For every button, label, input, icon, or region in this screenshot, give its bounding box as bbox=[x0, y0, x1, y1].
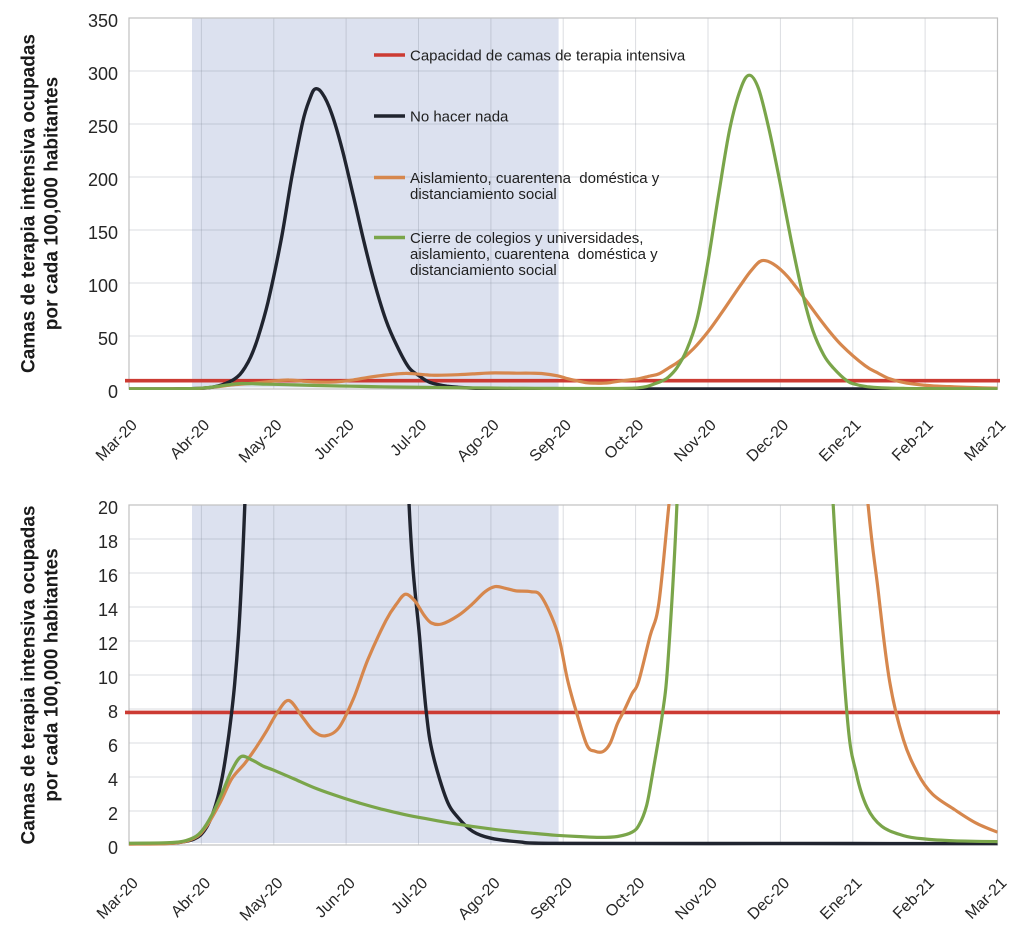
svg-text:18: 18 bbox=[98, 532, 118, 552]
svg-text:350: 350 bbox=[88, 11, 118, 31]
svg-text:250: 250 bbox=[88, 117, 118, 137]
svg-text:6: 6 bbox=[108, 736, 118, 756]
svg-text:Aislamiento, cuarentena domés: Aislamiento, cuarentena doméstica y bbox=[410, 170, 660, 187]
svg-text:50: 50 bbox=[98, 329, 118, 349]
svg-text:4: 4 bbox=[108, 770, 118, 790]
svg-text:20: 20 bbox=[98, 498, 118, 518]
svg-text:Camas de terapia intensiva ocu: Camas de terapia intensiva ocupadas bbox=[19, 34, 40, 373]
svg-text:2: 2 bbox=[108, 804, 118, 824]
svg-text:8: 8 bbox=[108, 702, 118, 722]
svg-text:12: 12 bbox=[98, 634, 118, 654]
svg-text:distanciamiento social: distanciamiento social bbox=[410, 186, 557, 203]
svg-text:por cada 100,000 habitantes: por cada 100,000 habitantes bbox=[42, 548, 63, 801]
svg-text:0: 0 bbox=[108, 382, 118, 402]
svg-text:Cierre de colegios y universid: Cierre de colegios y universidades, bbox=[410, 230, 643, 247]
svg-text:Capacidad de camas de terapia: Capacidad de camas de terapia intensiva bbox=[410, 48, 686, 65]
svg-text:Camas de terapia intensiva ocu: Camas de terapia intensiva ocupadas bbox=[19, 506, 40, 845]
svg-text:200: 200 bbox=[88, 170, 118, 190]
svg-text:No hacer nada: No hacer nada bbox=[410, 109, 509, 126]
svg-text:distanciamiento social: distanciamiento social bbox=[410, 262, 557, 279]
svg-text:14: 14 bbox=[98, 600, 118, 620]
svg-text:16: 16 bbox=[98, 566, 118, 586]
svg-text:300: 300 bbox=[88, 64, 118, 84]
svg-text:aislamiento, cuarentena domés: aislamiento, cuarentena doméstica y bbox=[410, 246, 658, 263]
svg-text:10: 10 bbox=[98, 668, 118, 688]
svg-text:por cada 100,000 habitantes: por cada 100,000 habitantes bbox=[42, 77, 63, 330]
svg-text:0: 0 bbox=[108, 838, 118, 858]
svg-text:150: 150 bbox=[88, 223, 118, 243]
svg-text:100: 100 bbox=[88, 276, 118, 296]
